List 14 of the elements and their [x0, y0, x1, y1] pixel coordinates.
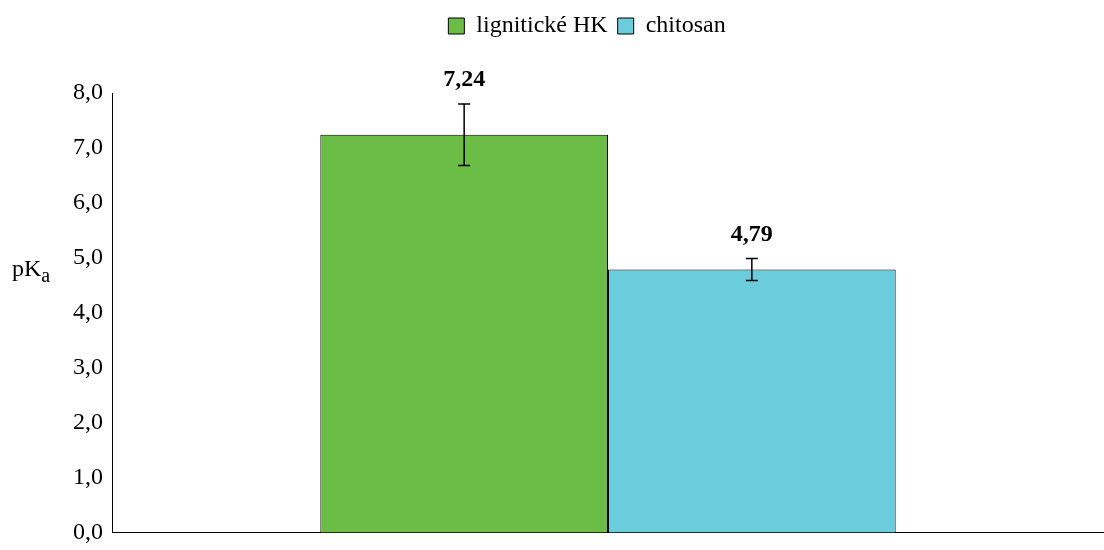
data-label: 7,24 — [443, 65, 486, 92]
y-tick-label: 3,0 — [73, 353, 103, 380]
y-tick-label: 5,0 — [73, 243, 103, 270]
y-tick-label: 6,0 — [73, 188, 103, 215]
legend-label: chitosan — [645, 11, 726, 38]
y-tick-label: 7,0 — [73, 133, 103, 160]
legend-label: lignitické HK — [476, 11, 609, 38]
y-tick-label: 4,0 — [73, 298, 103, 325]
y-axis-title: pK$_{a}$ — [12, 255, 51, 287]
y-tick-label: 2,0 — [73, 408, 103, 434]
data-label: 4,79 — [730, 219, 773, 246]
y-tick-label: 1,0 — [73, 462, 103, 489]
y-tick-label: 0,0 — [73, 517, 103, 544]
y-tick-label: 8,0 — [73, 78, 103, 105]
